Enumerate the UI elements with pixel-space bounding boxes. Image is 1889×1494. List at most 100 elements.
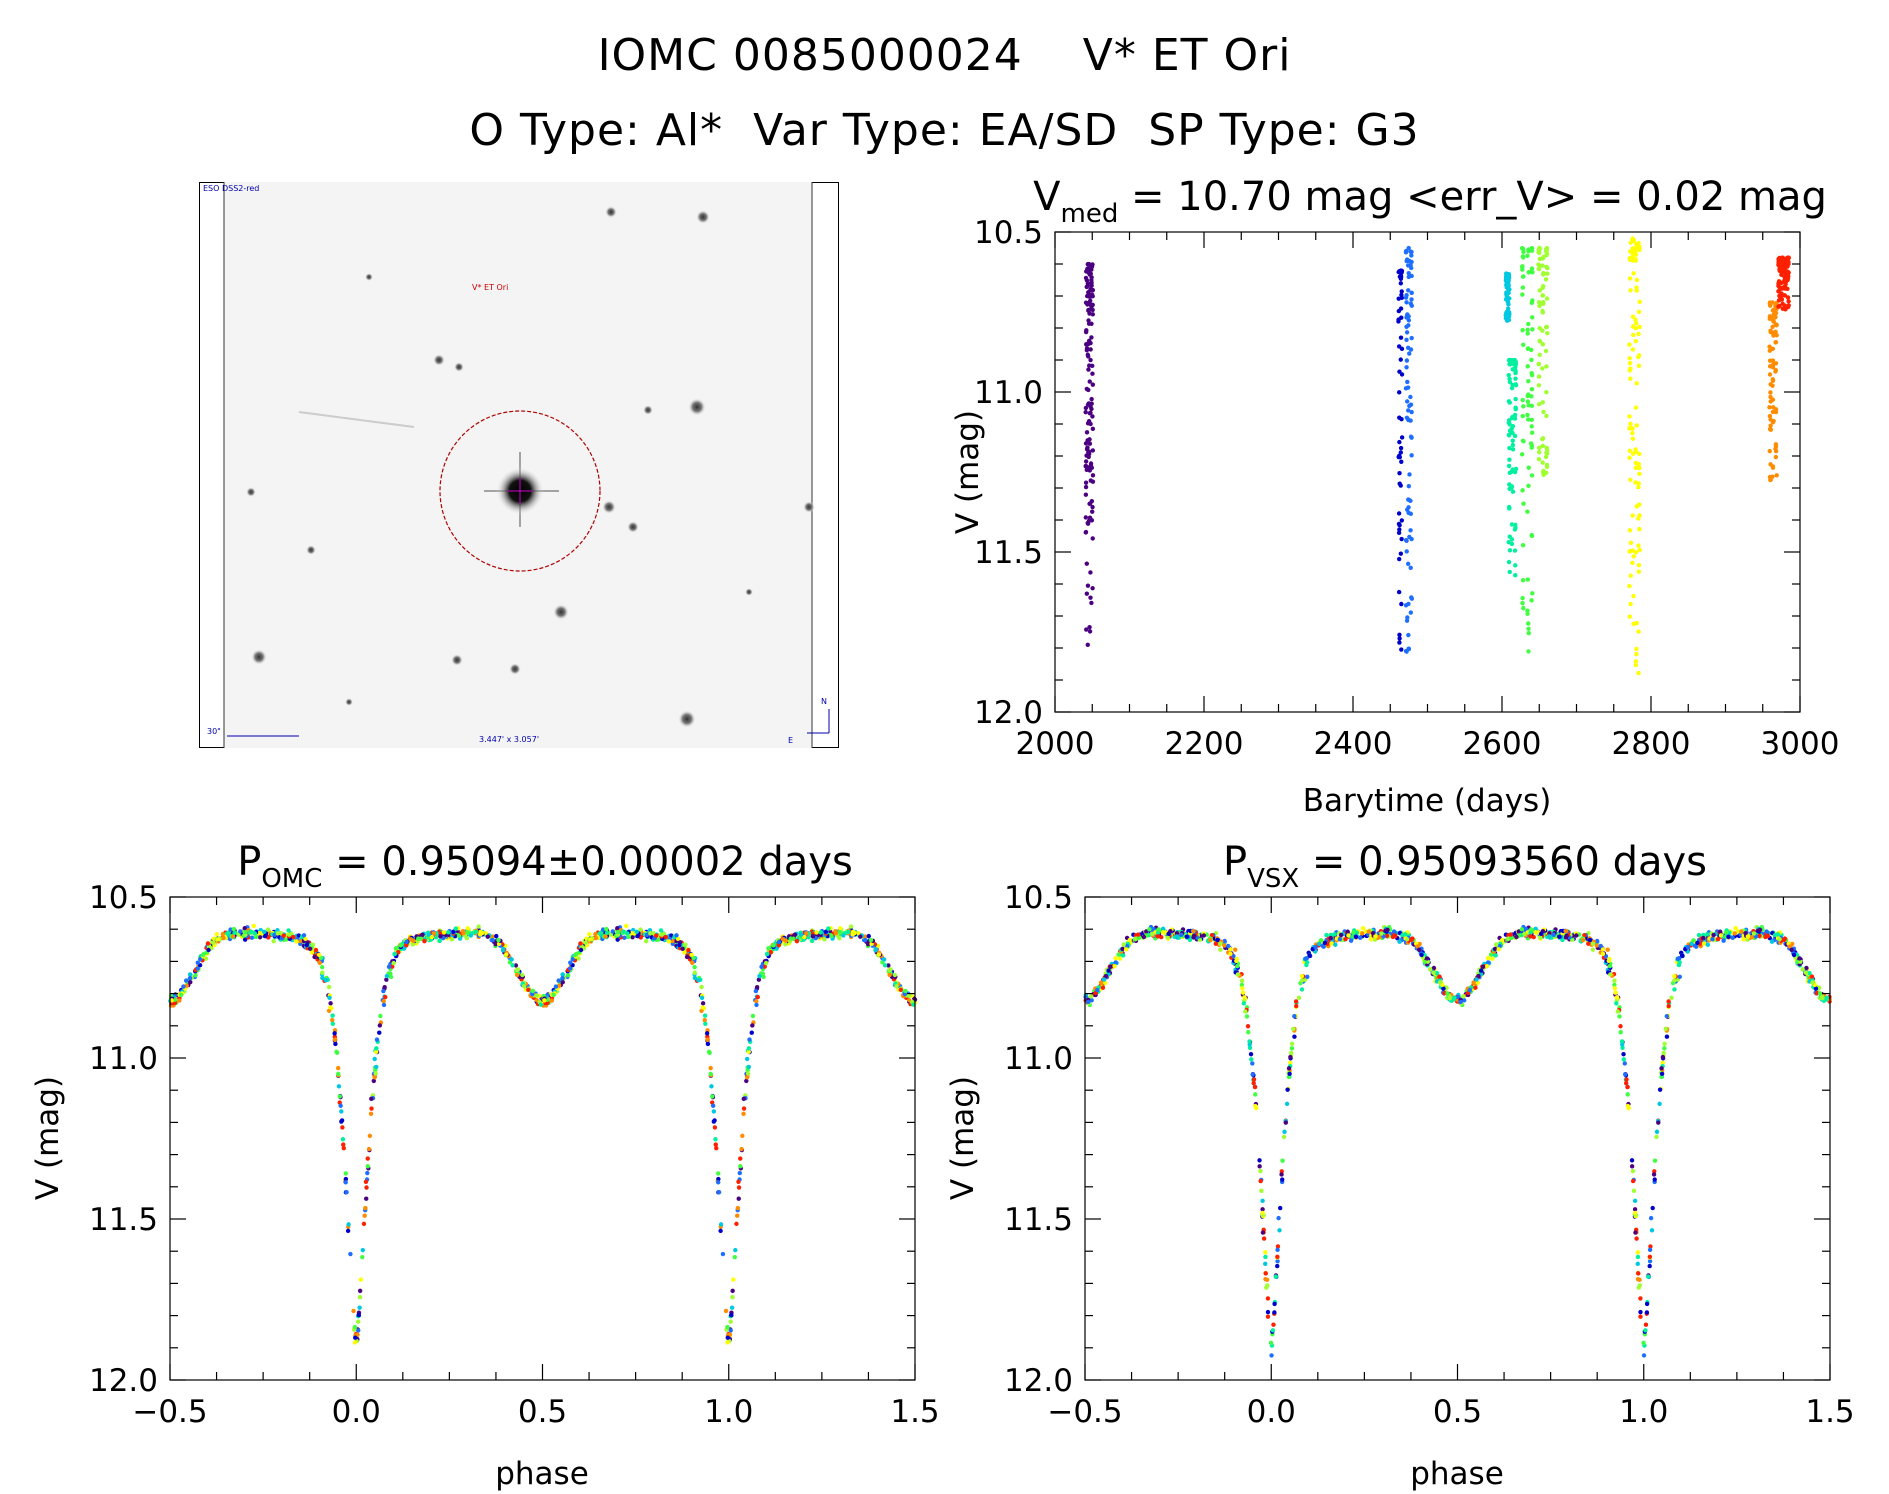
data-point: [1544, 296, 1550, 301]
data-point: [1636, 240, 1641, 246]
data-point: [1644, 1310, 1650, 1315]
data-point: [1404, 358, 1410, 363]
x-tick-label: −0.5: [132, 1394, 207, 1430]
data-point: [1226, 943, 1231, 949]
data-point: [1461, 994, 1466, 999]
data-point: [367, 1133, 373, 1139]
data-point: [1804, 965, 1809, 971]
data-point: [1614, 995, 1620, 1000]
data-point: [1520, 285, 1526, 290]
data-point: [1505, 275, 1511, 280]
data-point: [1390, 934, 1396, 940]
data-point: [337, 1094, 342, 1099]
data-point: [1528, 927, 1534, 932]
data-point: [493, 941, 498, 947]
light-curve-xlabel: Barytime (days): [1303, 783, 1552, 819]
data-point: [1525, 399, 1531, 404]
data-point: [710, 1094, 715, 1099]
data-point: [1513, 376, 1518, 381]
data-point: [705, 1041, 711, 1047]
data-point: [1404, 618, 1410, 623]
data-point: [304, 942, 310, 948]
data-point: [1770, 419, 1776, 425]
data-point: [1627, 614, 1632, 619]
data-point: [1652, 1158, 1658, 1163]
data-point: [1636, 1271, 1641, 1276]
data-point: [1513, 396, 1518, 402]
data-point: [431, 931, 437, 936]
data-point: [747, 1037, 752, 1042]
data-point: [1607, 963, 1613, 969]
data-point: [1507, 506, 1512, 511]
data-point: [344, 1189, 349, 1195]
data-point: [1399, 295, 1405, 301]
data-point: [578, 947, 584, 953]
data-point: [1514, 934, 1519, 940]
data-point: [206, 947, 211, 953]
data-point: [356, 1319, 361, 1324]
data-point: [326, 984, 332, 990]
data-point: [1113, 960, 1118, 965]
data-point: [1299, 987, 1305, 992]
data-point: [1652, 1177, 1657, 1182]
data-point: [1089, 275, 1094, 280]
data-point: [696, 978, 701, 983]
data-point: [1520, 438, 1526, 443]
data-point: [356, 1328, 361, 1333]
data-point: [1085, 281, 1091, 286]
data-point: [1779, 291, 1784, 296]
data-point: [1242, 995, 1247, 1000]
data-point: [374, 1037, 380, 1042]
data-point: [1509, 522, 1515, 527]
data-point: [1773, 409, 1779, 415]
data-point: [1768, 303, 1773, 308]
data-point: [1519, 246, 1525, 251]
x-tick-label: 1.5: [1805, 1394, 1854, 1430]
data-point: [1537, 445, 1542, 451]
data-point: [1510, 442, 1516, 448]
data-point: [1272, 1301, 1277, 1307]
data-point: [1269, 1353, 1274, 1358]
data-point: [1149, 931, 1155, 937]
data-point: [1627, 448, 1632, 453]
data-point: [1179, 932, 1184, 938]
data-point: [587, 932, 592, 937]
y-tick-label: 10.5: [1004, 880, 1073, 916]
data-point: [736, 1185, 742, 1190]
data-point: [1086, 318, 1091, 323]
data-point: [1106, 968, 1111, 973]
data-point: [1258, 1178, 1263, 1184]
data-point: [1406, 314, 1411, 319]
data-point: [659, 932, 664, 937]
data-point: [1234, 958, 1239, 963]
data-point: [1672, 987, 1677, 992]
data-point: [1773, 329, 1778, 335]
data-point: [500, 948, 506, 953]
data-point: [363, 1205, 368, 1211]
data-point: [1208, 938, 1213, 943]
data-point: [702, 1013, 708, 1018]
data-point: [1338, 932, 1344, 938]
data-point: [1620, 1045, 1625, 1050]
data-point: [1791, 952, 1797, 958]
data-point: [1647, 1247, 1653, 1253]
data-point: [1090, 312, 1095, 317]
data-point: [1398, 357, 1403, 362]
data-point: [1090, 509, 1095, 514]
data-point: [568, 966, 573, 971]
data-point: [814, 930, 819, 935]
data-point: [1637, 471, 1642, 477]
data-point: [738, 1164, 743, 1169]
data-point: [1493, 942, 1499, 947]
data-point: [1424, 956, 1430, 961]
data-point: [320, 970, 325, 975]
data-point: [1623, 1072, 1628, 1077]
data-point: [1278, 1205, 1283, 1211]
data-point: [1540, 400, 1545, 405]
data-point: [1657, 1087, 1663, 1092]
data-point: [178, 992, 184, 998]
data-point: [1628, 288, 1633, 293]
data-point: [286, 928, 291, 933]
data-point: [1632, 1207, 1638, 1212]
data-point: [374, 1046, 379, 1051]
